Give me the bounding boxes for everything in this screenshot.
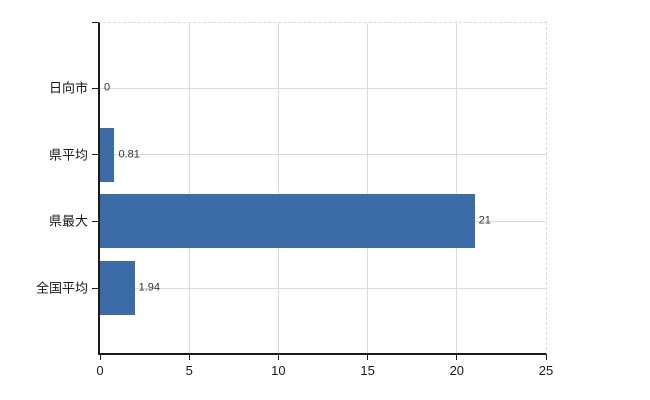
gridline-vertical <box>456 23 458 353</box>
category-label: 全国平均 <box>35 280 88 296</box>
x-axis-tick <box>277 354 279 360</box>
x-axis-tick <box>188 354 190 360</box>
x-tick-label: 20 <box>449 363 465 378</box>
bar <box>100 261 135 315</box>
x-axis-tick <box>99 354 101 360</box>
category-label: 県最大 <box>48 213 88 229</box>
gridline-horizontal <box>100 154 546 156</box>
x-axis-tick <box>545 354 547 360</box>
y-axis-tick <box>92 287 98 289</box>
gridline-vertical <box>188 23 190 353</box>
x-tick-label: 0 <box>96 363 104 378</box>
bar <box>100 127 115 182</box>
y-axis-tick <box>92 220 98 222</box>
gridline-horizontal <box>100 287 546 289</box>
bar-value-label: 1.94 <box>138 281 161 294</box>
x-axis-tick <box>456 354 458 360</box>
gridline-horizontal <box>100 87 546 89</box>
x-tick-label: 25 <box>538 363 554 378</box>
gridline-vertical <box>277 23 279 353</box>
gridline-vertical <box>367 23 369 353</box>
x-tick-label: 5 <box>185 363 193 378</box>
x-axis-tick <box>367 354 369 360</box>
category-label: 日向市 <box>48 80 88 96</box>
x-tick-label: 10 <box>271 363 286 378</box>
y-axis-end-tick <box>92 22 98 23</box>
bar-value-label: 21 <box>478 214 491 227</box>
bar-value-label: 0.81 <box>118 148 140 161</box>
plot-area: 0 0.81 21 1.94 0 5 10 15 20 25 <box>92 22 553 377</box>
x-tick-label: 15 <box>360 363 375 378</box>
y-axis-tick <box>92 154 98 156</box>
bar <box>100 194 475 249</box>
y-axis-tick <box>92 87 98 89</box>
bar-value-label: 0 <box>104 81 111 94</box>
category-label: 県平均 <box>48 147 88 163</box>
